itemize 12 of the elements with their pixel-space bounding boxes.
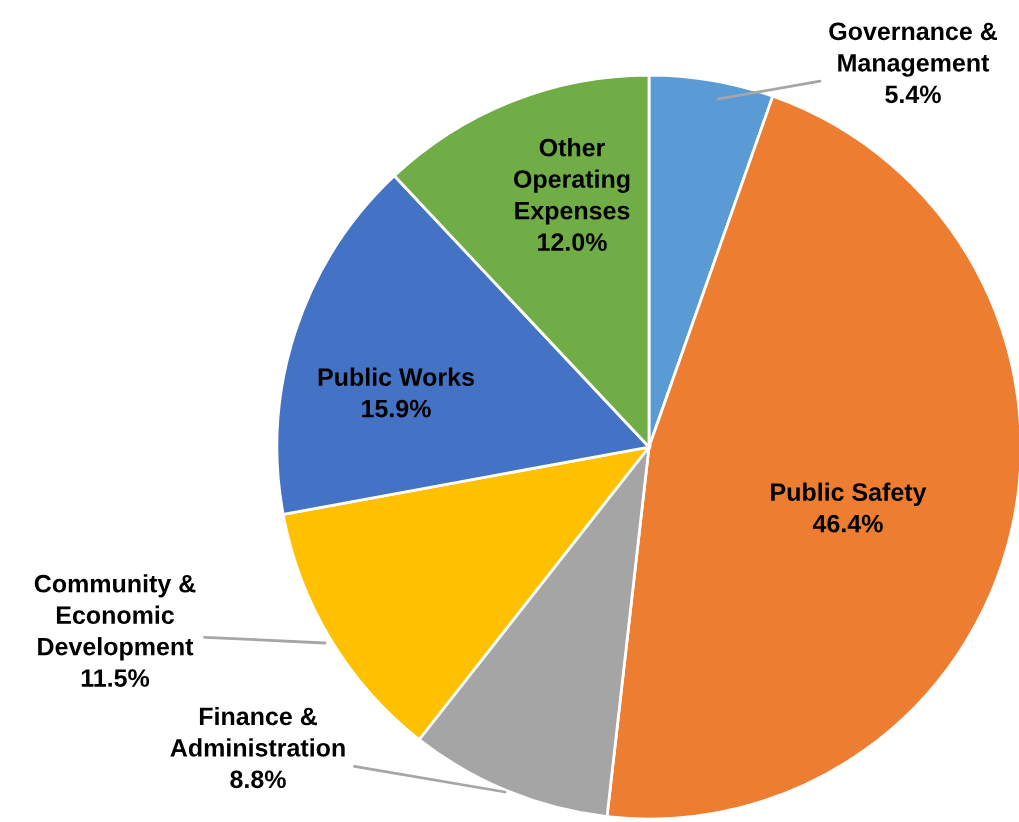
slice-label: Public Safety: [771, 482, 927, 506]
data-label: 5.4%: [885, 85, 941, 104]
slice-label: Public Works: [318, 367, 474, 386]
data-label: 46.4%: [812, 514, 883, 533]
slice-label: Other Operating Expenses: [514, 138, 630, 225]
data-label: 8.8%: [230, 770, 286, 789]
data-label: 12.0%: [538, 233, 607, 251]
slice-label: Community & Economic Development: [34, 574, 196, 661]
slice-label: Governance & Management: [829, 22, 997, 77]
data-label: 11.5%: [81, 669, 150, 687]
data-label: 15.9%: [362, 399, 431, 418]
slice-label: Finance & Administration: [170, 706, 345, 757]
